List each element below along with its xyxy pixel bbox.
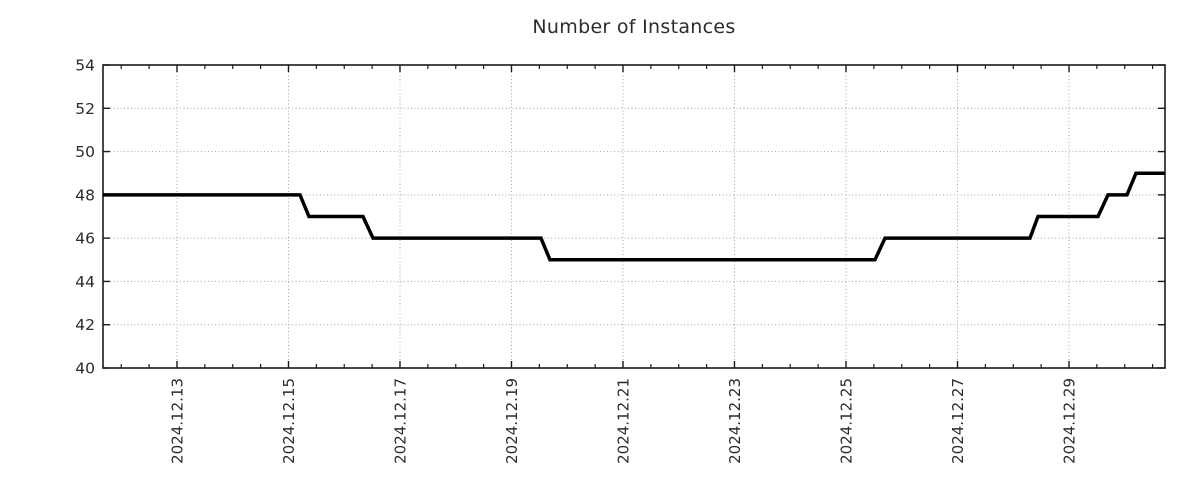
y-tick-label: 42 [75,316,95,334]
tick-marks [103,64,1165,369]
y-tick-label: 48 [75,186,95,204]
series-line-instances [103,171,1165,262]
y-tick-label: 46 [75,230,95,248]
grid-lines [103,65,1165,368]
x-tick-label: 2024.12.15 [280,378,298,464]
y-tick-labels: 40 42 44 46 48 50 52 54 [75,57,95,378]
x-tick-label: 2024.12.17 [391,378,409,464]
x-tick-label: 2024.12.21 [614,378,632,464]
y-tick-label: 52 [75,100,95,118]
x-tick-label: 2024.12.13 [168,378,186,464]
plot-frame [102,64,1166,369]
x-tick-label: 2024.12.23 [726,378,744,464]
y-tick-label: 44 [75,273,95,291]
y-tick-label: 54 [75,57,95,75]
x-tick-label: 2024.12.25 [837,378,855,464]
y-tick-label: 40 [75,360,95,378]
chart-title: Number of Instances [532,16,736,38]
x-tick-label: 2024.12.27 [949,378,967,464]
y-tick-label: 50 [75,143,95,161]
x-tick-labels: 2024.12.13 2024.12.15 2024.12.17 2024.12.19… [168,378,1078,464]
x-tick-label: 2024.12.19 [503,378,521,464]
x-tick-label: 2024.12.29 [1060,378,1078,464]
